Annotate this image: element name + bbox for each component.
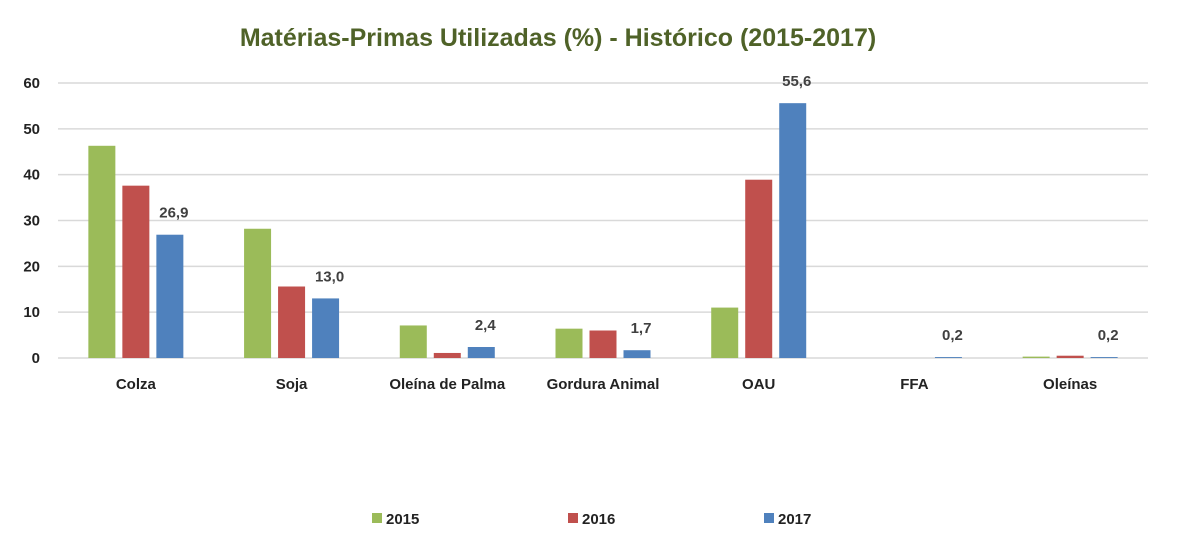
x-tick-label: OAU	[742, 376, 775, 393]
bar-2015-oleínas	[1022, 356, 1050, 358]
x-tick-label: FFA	[900, 376, 928, 393]
legend-swatch-2015	[372, 513, 382, 523]
y-tick-label: 60	[23, 75, 40, 92]
x-tick-label: Soja	[276, 376, 308, 393]
data-label: 13,0	[315, 268, 344, 285]
data-label: 2,4	[475, 317, 497, 334]
y-tick-label: 40	[23, 167, 40, 184]
bar-2015-gordura-animal	[555, 328, 583, 358]
x-tick-label: Oleína de Palma	[389, 376, 506, 393]
bar-2016-soja	[278, 286, 306, 358]
data-label: 1,7	[631, 320, 652, 337]
legend-label: 2015	[386, 511, 419, 528]
bar-2016-colza	[122, 185, 150, 358]
legend-label: 2017	[778, 511, 811, 528]
x-tick-label: Oleínas	[1043, 376, 1097, 393]
y-tick-label: 0	[32, 350, 40, 367]
data-label: 0,2	[1098, 327, 1119, 344]
bar-2016-gordura-animal	[589, 330, 617, 358]
x-tick-label: Gordura Animal	[547, 376, 660, 393]
y-tick-label: 20	[23, 258, 40, 275]
data-label: 26,9	[159, 205, 188, 222]
x-tick-label: Colza	[116, 376, 157, 393]
chart-title: Matérias-Primas Utilizadas (%) - Históri…	[239, 24, 877, 52]
bar-2017-oleínas	[1090, 357, 1118, 358]
y-tick-label: 10	[23, 304, 40, 321]
data-label: 0,2	[942, 327, 963, 344]
bar-2017-oau	[779, 103, 807, 359]
legend-label: 2016	[582, 511, 615, 528]
legend-swatch-2017	[764, 513, 774, 523]
bar-2015-colza	[88, 145, 116, 358]
bar-2015-soja	[244, 228, 272, 358]
data-label: 55,6	[782, 73, 811, 90]
bar-2016-oleína-de-palma	[433, 352, 461, 358]
y-tick-label: 50	[23, 121, 40, 138]
bar-2017-oleína-de-palma	[467, 347, 495, 358]
legend-swatch-2016	[568, 513, 578, 523]
bar-2017-gordura-animal	[623, 350, 651, 358]
bar-2015-oau	[711, 307, 739, 358]
bar-2015-oleína-de-palma	[399, 325, 427, 358]
bar-2016-oau	[745, 179, 773, 358]
y-tick-label: 30	[23, 213, 40, 230]
bar-2016-oleínas	[1056, 355, 1084, 358]
bar-2017-soja	[312, 298, 340, 358]
bar-2017-ffa	[934, 357, 962, 358]
bar-2017-colza	[156, 234, 184, 358]
